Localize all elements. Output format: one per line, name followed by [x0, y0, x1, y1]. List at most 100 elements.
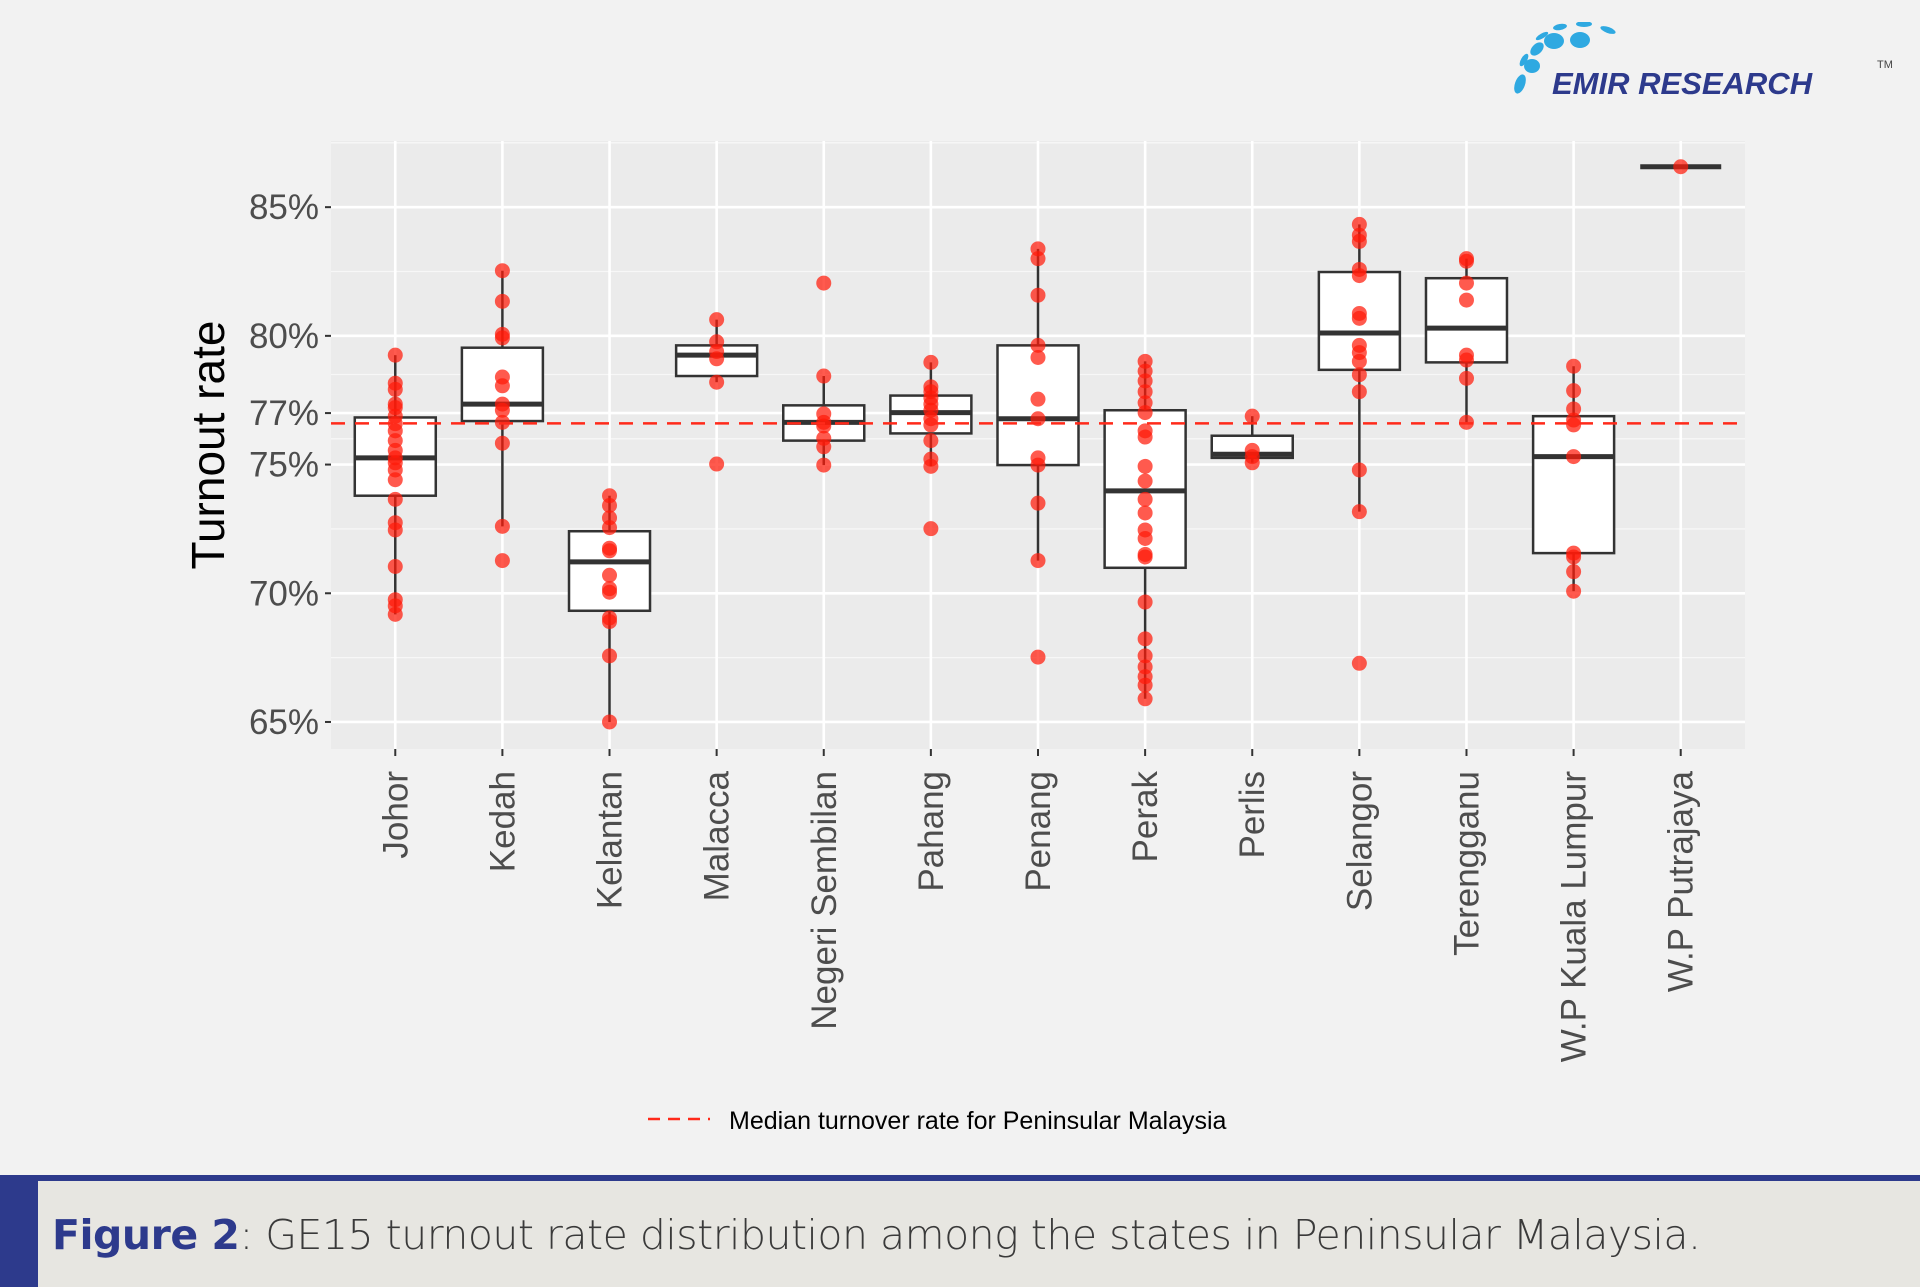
data-point [1030, 649, 1046, 665]
data-point [602, 614, 618, 630]
data-point [1566, 449, 1582, 465]
data-point [494, 330, 510, 346]
data-point [602, 567, 618, 583]
data-point [1137, 505, 1153, 521]
data-point [1673, 159, 1689, 175]
x-tick-label-kedah: Kedah [483, 771, 522, 872]
x-tick-label-johor: Johor [376, 771, 415, 859]
data-point [602, 648, 618, 664]
x-tick-label-selangor: Selangor [1340, 771, 1379, 911]
data-point [1137, 491, 1153, 507]
data-point [1351, 367, 1367, 383]
y-tick-label: 80% [249, 317, 319, 356]
data-point [816, 275, 832, 291]
caption-figure-label: Figure 2 [52, 1211, 240, 1259]
data-point [1137, 691, 1153, 707]
data-point [923, 433, 939, 449]
x-tick-label-pahang: Pahang [912, 771, 951, 892]
y-tick-label: 70% [249, 574, 319, 613]
data-point [1351, 462, 1367, 478]
figure-caption: Figure 2: GE15 turnout rate distribution… [0, 1175, 1920, 1287]
data-point [709, 312, 725, 328]
data-point [1458, 275, 1474, 291]
data-point [494, 378, 510, 394]
data-point [1351, 655, 1367, 671]
data-point [1137, 594, 1153, 610]
data-point [1030, 287, 1046, 303]
data-point [1566, 549, 1582, 565]
data-point [387, 472, 403, 488]
data-point [387, 347, 403, 363]
data-point [923, 354, 939, 370]
data-point [1566, 401, 1582, 417]
data-point [602, 584, 618, 600]
data-point [1244, 455, 1260, 471]
data-point [1137, 631, 1153, 647]
data-point [1566, 358, 1582, 374]
data-point [494, 263, 510, 279]
x-tick-label-perak: Perak [1126, 771, 1165, 863]
y-tick-label: 85% [249, 188, 319, 227]
data-point [816, 457, 832, 473]
x-tick-label-kelantan: Kelantan [591, 771, 630, 909]
data-point [1137, 677, 1153, 693]
data-point [1137, 429, 1153, 445]
logo-text: EMIR RESEARCH [1552, 66, 1813, 101]
data-point [1566, 564, 1582, 580]
data-point [923, 458, 939, 474]
data-point [1030, 391, 1046, 407]
y-tick-label: 77% [249, 394, 319, 433]
data-point [1030, 553, 1046, 569]
data-point [1566, 583, 1582, 599]
data-point [816, 439, 832, 455]
data-point [387, 491, 403, 507]
data-point [1351, 233, 1367, 249]
x-tick-label-penang: Penang [1019, 771, 1058, 892]
data-point [602, 497, 618, 513]
x-tick-label-malacca: Malacca [698, 770, 737, 901]
data-point [1137, 473, 1153, 489]
data-point [602, 520, 618, 536]
data-point [1351, 216, 1367, 232]
data-point [494, 518, 510, 534]
data-point [1030, 495, 1046, 511]
iqr-box [1531, 414, 1616, 555]
y-axis-label: Turnout rate [182, 321, 234, 570]
data-point [387, 558, 403, 574]
data-point [494, 553, 510, 569]
legend: Median turnover rate for Peninsular Mala… [648, 1107, 1227, 1135]
data-point [709, 374, 725, 390]
boxplot-chart: 65% 70% 75% 77% 80% 85% Johor Kedah Kelantan Mala… [182, 141, 1745, 1135]
data-point [1030, 457, 1046, 473]
data-point [494, 435, 510, 451]
data-point [602, 714, 618, 730]
y-tick-label: 65% [249, 703, 319, 742]
y-tick-label: 75% [249, 446, 319, 485]
data-point [1137, 648, 1153, 664]
data-point [1351, 310, 1367, 326]
data-point [1030, 337, 1046, 353]
data-point [602, 543, 618, 559]
caption-accent-bar [0, 1181, 38, 1287]
data-point [1030, 251, 1046, 267]
data-point [1566, 383, 1582, 399]
x-tick-label-w-p-putrajaya: W.P Putrajaya [1662, 770, 1701, 992]
x-tick-label-w-p-kuala-lumpur: W.P Kuala Lumpur [1555, 771, 1594, 1063]
data-point [923, 521, 939, 537]
x-tick-label-perlis: Perlis [1233, 771, 1272, 859]
data-point [494, 402, 510, 418]
data-point [1137, 405, 1153, 421]
data-point [1137, 549, 1153, 565]
data-point [1458, 292, 1474, 308]
data-point [1458, 370, 1474, 386]
data-point [1244, 408, 1260, 424]
legend-label: Median turnover rate for Peninsular Mala… [729, 1107, 1227, 1135]
data-point [1137, 384, 1153, 400]
data-point [816, 368, 832, 384]
data-point [1566, 417, 1582, 433]
data-point [1458, 253, 1474, 269]
data-point [1137, 530, 1153, 546]
x-tick-label-terengganu: Terengganu [1447, 771, 1486, 956]
x-tick-label-negeri-sembilan: Negeri Sembilan [805, 771, 844, 1030]
data-point [1351, 353, 1367, 369]
